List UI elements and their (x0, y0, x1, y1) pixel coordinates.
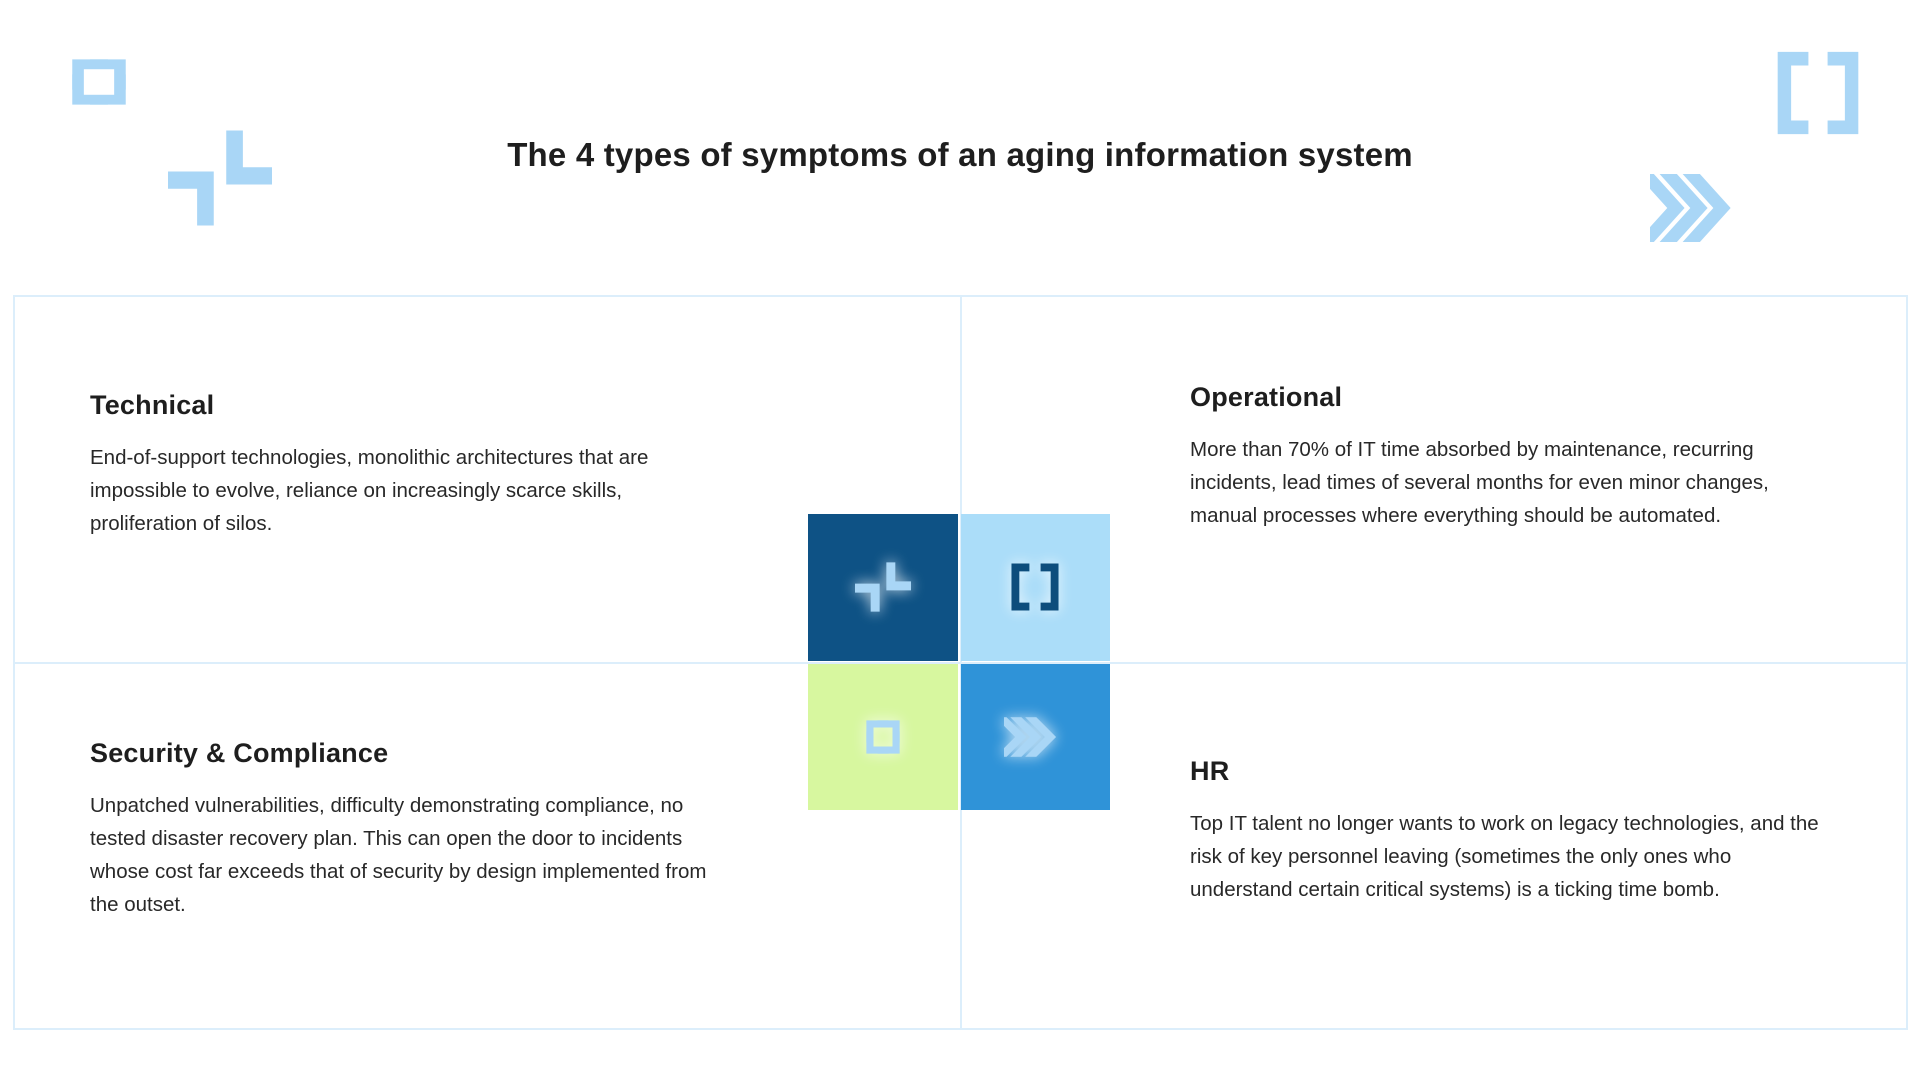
quadrant-technical: Technical End-of-support technologies, m… (90, 390, 670, 540)
triple-chevron-icon (1650, 174, 1746, 242)
quadrant-heading: Operational (1190, 382, 1343, 412)
center-icon-grid (808, 514, 1110, 810)
quadrant-heading: Security & Compliance (90, 738, 389, 768)
quadrant-body: More than 70% of IT time absorbed by mai… (1190, 438, 1769, 527)
x-mark-icon (54, 44, 144, 120)
quadrant-operational: Operational More than 70% of IT time abs… (1190, 382, 1810, 532)
quadrant-hr: HR Top IT talent no longer wants to work… (1190, 756, 1830, 906)
frame-brackets-icon (1770, 44, 1866, 142)
quadrant-security-compliance: Security & Compliance Unpatched vulnerab… (90, 738, 710, 921)
quadrant-body: Unpatched vulnerabilities, difficulty de… (90, 794, 707, 916)
quadrant-body: Top IT talent no longer wants to work on… (1190, 812, 1819, 901)
frame-brackets-icon (1007, 559, 1063, 615)
page-title: The 4 types of symptoms of an aging info… (507, 136, 1413, 173)
grid-cell-hr (960, 663, 1110, 810)
quadrant-body: End-of-support technologies, monolithic … (90, 446, 649, 535)
quadrant-heading: HR (1190, 756, 1230, 786)
x-mark-icon (855, 709, 911, 765)
triple-chevron-icon (1004, 714, 1066, 760)
grid-cell-technical (808, 514, 958, 661)
quadrant-heading: Technical (90, 390, 215, 420)
grid-cell-operational (960, 514, 1110, 661)
grid-cell-security-compliance (808, 663, 958, 810)
quadrant-panel (13, 295, 1908, 1030)
corner-steps-icon (855, 559, 911, 615)
horizontal-divider (15, 661, 1906, 664)
